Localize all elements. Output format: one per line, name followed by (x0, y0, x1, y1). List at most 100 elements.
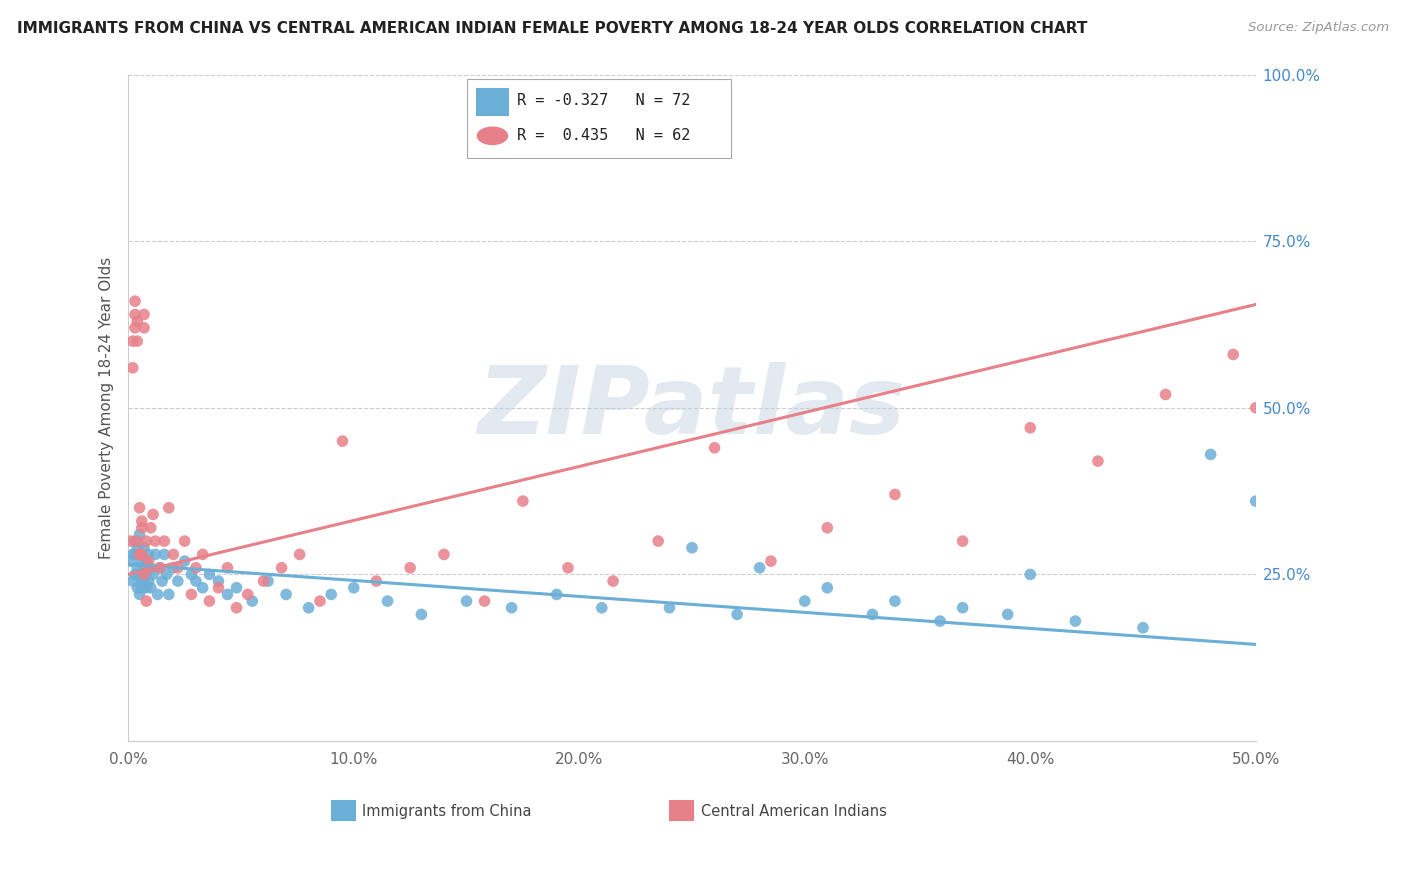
Point (270, 561, 292, 575)
Point (162, 561, 184, 575)
Point (128, 548, 150, 562)
Point (128, 587, 150, 601)
Point (132, 574, 155, 588)
Point (127, 534, 149, 549)
Point (748, 561, 770, 575)
Point (474, 594, 496, 608)
Point (143, 548, 166, 562)
Point (139, 521, 162, 535)
Text: Central American Indians: Central American Indians (702, 804, 887, 819)
Point (124, 548, 146, 562)
Point (191, 581, 214, 595)
Point (124, 534, 146, 549)
Point (377, 594, 399, 608)
Point (135, 554, 157, 568)
Point (124, 308, 146, 322)
Point (1199, 447, 1222, 461)
Point (153, 548, 176, 562)
Point (793, 594, 815, 608)
Point (257, 574, 280, 588)
Point (309, 594, 332, 608)
Point (139, 581, 162, 595)
Point (184, 574, 207, 588)
Point (120, 534, 142, 549)
Circle shape (477, 127, 508, 145)
Point (1222, 347, 1244, 361)
Point (198, 594, 221, 608)
Point (135, 567, 157, 582)
Point (557, 561, 579, 575)
Point (135, 534, 157, 549)
Point (167, 561, 190, 575)
Point (591, 600, 613, 615)
Point (433, 548, 456, 562)
Point (217, 587, 239, 601)
Point (501, 600, 523, 615)
Point (411, 607, 433, 622)
Point (1019, 567, 1042, 582)
Text: IMMIGRANTS FROM CHINA VS CENTRAL AMERICAN INDIAN FEMALE POVERTY AMONG 18-24 YEAR: IMMIGRANTS FROM CHINA VS CENTRAL AMERICA… (17, 21, 1087, 36)
Point (153, 534, 176, 549)
Point (121, 334, 143, 348)
Point (131, 554, 153, 568)
Point (132, 308, 155, 322)
Point (884, 594, 907, 608)
Point (132, 320, 155, 334)
Point (1154, 387, 1177, 401)
Point (138, 554, 160, 568)
Point (184, 561, 207, 575)
Point (121, 574, 143, 588)
Point (131, 514, 153, 528)
Point (121, 360, 143, 375)
Point (157, 587, 180, 601)
Point (127, 581, 149, 595)
Bar (475, 87, 509, 116)
Point (131, 574, 153, 588)
Point (207, 581, 229, 595)
Point (149, 561, 172, 575)
Point (225, 581, 247, 595)
Point (173, 554, 195, 568)
Text: R = -0.327   N = 72: R = -0.327 N = 72 (517, 93, 690, 108)
Text: R =  0.435   N = 62: R = 0.435 N = 62 (517, 128, 690, 144)
Point (127, 541, 149, 555)
Point (128, 527, 150, 541)
Point (1087, 454, 1109, 468)
Point (124, 567, 146, 582)
Text: ZIPatlas: ZIPatlas (478, 362, 905, 454)
Point (997, 607, 1019, 622)
Point (207, 574, 229, 588)
Point (332, 434, 354, 449)
Point (236, 587, 259, 601)
Point (149, 561, 172, 575)
Point (128, 500, 150, 515)
Point (138, 548, 160, 562)
Point (132, 541, 155, 555)
Point (157, 500, 180, 515)
Point (162, 548, 184, 562)
Point (1019, 421, 1042, 435)
Point (131, 581, 153, 595)
Point (127, 334, 149, 348)
Point (1132, 621, 1154, 635)
Point (124, 294, 146, 309)
Point (173, 534, 195, 549)
Point (725, 607, 748, 622)
Point (240, 594, 263, 608)
Point (121, 548, 143, 562)
Point (288, 548, 311, 562)
Point (127, 561, 149, 575)
Point (1244, 494, 1267, 508)
Point (343, 581, 366, 595)
Point (815, 581, 838, 595)
Point (1064, 614, 1087, 628)
Point (759, 554, 782, 568)
Point (815, 521, 838, 535)
Point (131, 521, 153, 535)
Point (929, 614, 952, 628)
Point (952, 534, 974, 549)
Point (252, 574, 274, 588)
Bar (467, 79, 731, 158)
Point (191, 548, 214, 562)
Point (128, 567, 150, 582)
